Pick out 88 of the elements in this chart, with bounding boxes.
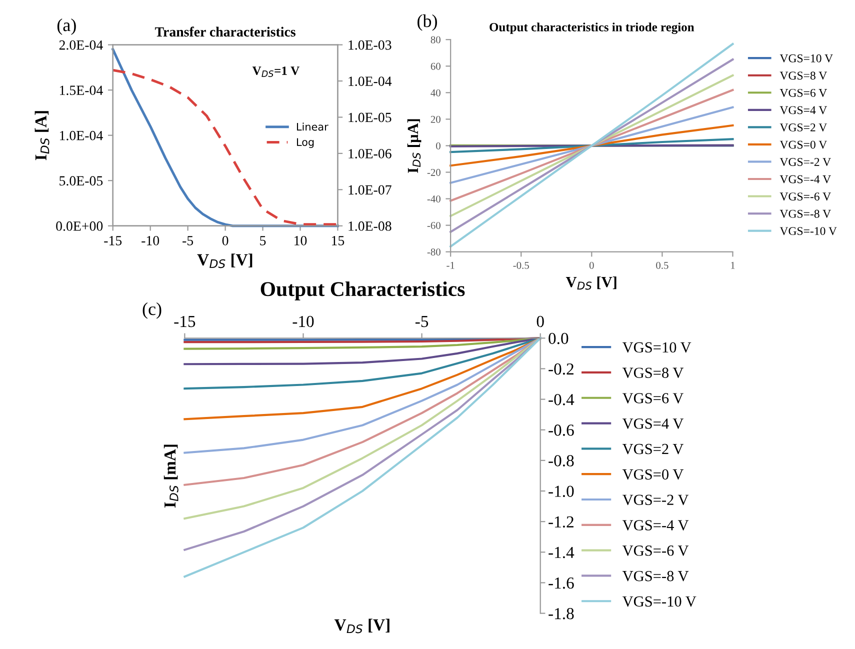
x-tick-label: 0 <box>589 262 594 269</box>
y-axis-title: I$_{DS}$ [mA] <box>164 444 178 508</box>
legend-label: VGS=10 V <box>622 342 692 353</box>
legend-label: VGS=-4 V <box>622 520 689 530</box>
x-tick-label: -0.5 <box>513 262 529 269</box>
y-tick-label: 80 <box>430 36 440 44</box>
chart-title: Output Characteristics <box>260 281 465 300</box>
x-tick-label: -15 <box>174 316 196 328</box>
legend-label: VGS=-2 V <box>780 158 831 166</box>
chart-title: Transfer characteristics <box>154 26 296 37</box>
x-tick-label: -10 <box>142 236 160 246</box>
x-tick-label: 0 <box>536 316 544 328</box>
y2-tick-label: 1.0E-05 <box>348 112 392 122</box>
text: (b) <box>418 14 437 31</box>
y-tick-label: 5.0E-05 <box>60 176 103 186</box>
legend-label: VGS=4 V <box>622 418 684 429</box>
y-tick-label: -1.4 <box>548 546 574 558</box>
legend-label: VGS=8 V <box>780 72 828 80</box>
x-tick-label: 0.5 <box>656 262 668 269</box>
legend-label: VGS=-8 V <box>780 210 831 218</box>
y-tick-label: -60 <box>427 222 440 229</box>
y-axis-title: I$_{DS}$ [µA] <box>407 119 422 173</box>
legend-label: VGS=0 V <box>780 140 828 149</box>
legend-label: Linear <box>296 122 328 131</box>
legend-label: VGS=-2 V <box>622 494 689 506</box>
text: (c) <box>142 302 162 319</box>
legend-label: VGS=4 V <box>780 106 828 114</box>
y-tick-label: -0.8 <box>548 455 574 466</box>
y2-tick-label: 1.0E-07 <box>348 185 392 195</box>
text: (a) <box>57 18 76 35</box>
x-axis-title: V$_{DS}$ [V] <box>334 618 390 634</box>
y-tick-label: -0.6 <box>548 424 574 436</box>
x-tick-label: -5 <box>415 316 428 328</box>
x-tick-label: 5 <box>260 236 266 246</box>
x-tick-label: 0 <box>222 236 228 246</box>
y-tick-label: 40 <box>430 89 440 96</box>
y-axis-title: I$_{DS}$ [A] <box>34 111 50 160</box>
annotation: V$_{DS}$=1 V <box>252 66 300 77</box>
y-tick-label: 0.0 <box>548 332 568 344</box>
x-axis-title: V$_{DS}$ [V] <box>566 276 616 290</box>
x-tick-label: -5 <box>182 236 194 246</box>
x-tick-label: -15 <box>104 236 122 246</box>
legend-label: VGS=2 V <box>780 123 828 132</box>
line-series <box>450 88 734 202</box>
legend-label: VGS=2 V <box>622 444 684 454</box>
legend-label: VGS=6 V <box>622 393 684 404</box>
line-series <box>450 106 734 184</box>
line-series <box>450 124 734 167</box>
y-tick-label: -1.8 <box>548 608 574 620</box>
legend-label: VGS=-4 V <box>780 175 831 184</box>
y2-tick-label: 1.0E-08 <box>348 221 392 231</box>
legend-label: VGS=-10 V <box>622 596 696 607</box>
legend-label: VGS=-6 V <box>622 546 689 556</box>
y-tick-label: -1.0 <box>548 486 574 498</box>
legend-label: VGS=0 V <box>622 469 684 480</box>
y-tick-label: 20 <box>430 116 440 123</box>
y-tick-label: 60 <box>430 62 440 70</box>
legend-label: VGS=10 V <box>780 54 833 62</box>
legend-label: VGS=8 V <box>622 368 684 378</box>
legend-label: VGS=6 V <box>780 88 828 97</box>
legend-label: Log <box>296 138 314 148</box>
y-tick-label: 2.0E-04 <box>59 40 103 50</box>
y-tick-label: 0 <box>436 142 440 150</box>
x-tick-label: -10 <box>292 316 314 328</box>
y-tick-label: -20 <box>427 168 440 176</box>
x-axis-title: V$_{DS}$ [V] <box>197 254 252 268</box>
y2-tick-label: 1.0E-06 <box>348 149 392 158</box>
y-tick-label: -0.2 <box>548 363 574 375</box>
chart-title: Output characteristics in triode region <box>490 22 694 34</box>
y-tick-label: 0.0E+00 <box>56 221 103 231</box>
line-series <box>450 74 734 218</box>
y-tick-label: -0.4 <box>548 394 574 406</box>
y-tick-label: -40 <box>427 195 440 202</box>
x-tick-label: 15 <box>332 236 344 246</box>
y-tick-label: 1.0E-04 <box>60 130 103 140</box>
y-tick-label: -1.2 <box>548 516 574 528</box>
legend-label: VGS=-6 V <box>780 192 831 201</box>
x-tick-label: -1 <box>446 262 454 269</box>
x-tick-label: 1 <box>731 262 735 269</box>
y2-tick-label: 1.0E-03 <box>348 40 392 50</box>
legend-label: VGS=-10 V <box>780 227 837 236</box>
line-series <box>450 138 734 154</box>
x-tick-label: 10 <box>294 236 307 246</box>
y-tick-label: -1.6 <box>548 577 574 589</box>
legend-label: VGS=-8 V <box>622 570 689 582</box>
y2-tick-label: 1.0E-04 <box>348 76 392 86</box>
y-tick-label: -80 <box>427 248 440 256</box>
y-tick-label: 1.5E-04 <box>60 86 103 96</box>
